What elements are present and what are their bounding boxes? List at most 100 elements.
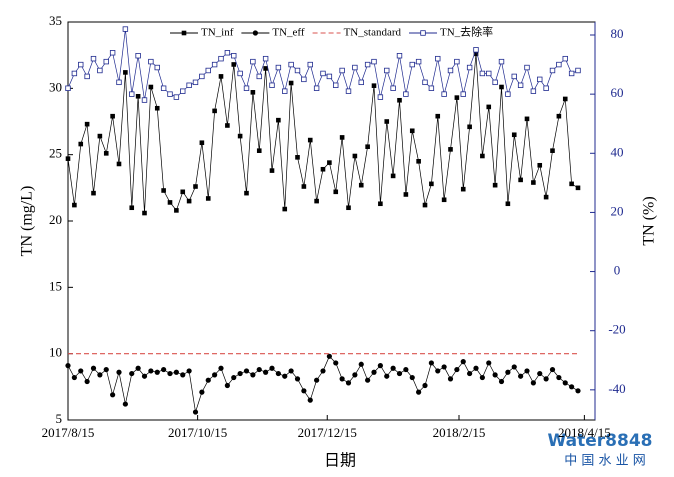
data-point bbox=[192, 409, 199, 415]
data-point bbox=[460, 359, 466, 365]
data-point bbox=[288, 61, 294, 68]
data-point bbox=[71, 374, 77, 381]
data-point bbox=[320, 70, 326, 77]
data-point bbox=[275, 64, 282, 71]
y2-tick-label: 0 bbox=[614, 263, 621, 278]
data-point bbox=[562, 380, 568, 386]
data-point bbox=[537, 76, 543, 83]
data-point bbox=[403, 192, 409, 197]
data-point bbox=[396, 370, 403, 377]
data-point bbox=[575, 388, 581, 394]
data-point bbox=[498, 58, 505, 65]
data-point bbox=[186, 82, 192, 88]
data-point bbox=[225, 123, 230, 128]
data-point bbox=[78, 141, 84, 147]
data-point bbox=[301, 76, 307, 83]
data-point bbox=[205, 196, 211, 201]
data-point bbox=[269, 365, 275, 371]
data-point bbox=[378, 201, 383, 207]
data-point bbox=[231, 53, 237, 59]
watermark: Water8848 bbox=[548, 431, 653, 451]
data-point bbox=[180, 88, 186, 94]
data-point bbox=[282, 88, 288, 94]
data-point bbox=[428, 360, 434, 366]
x-tick-label: 2017/12/15 bbox=[298, 425, 357, 440]
data-point bbox=[122, 26, 129, 32]
data-point bbox=[467, 370, 473, 377]
data-point bbox=[103, 151, 109, 156]
data-point bbox=[486, 104, 492, 110]
data-point bbox=[90, 365, 97, 371]
data-point bbox=[301, 388, 307, 394]
data-point bbox=[218, 365, 224, 371]
data-point bbox=[384, 373, 390, 379]
data-point bbox=[524, 368, 530, 374]
data-point bbox=[396, 53, 403, 59]
data-point bbox=[282, 373, 288, 379]
data-point bbox=[110, 392, 116, 398]
data-point bbox=[390, 173, 396, 179]
data-point bbox=[441, 197, 447, 203]
data-point bbox=[537, 162, 543, 168]
data-point bbox=[524, 64, 530, 71]
data-point bbox=[569, 384, 575, 390]
data-point bbox=[447, 376, 454, 382]
data-point bbox=[460, 186, 466, 192]
data-point bbox=[243, 85, 250, 91]
data-point bbox=[244, 190, 249, 196]
data-point bbox=[84, 378, 90, 385]
data-point bbox=[72, 202, 77, 208]
y-tick-label: 5 bbox=[56, 411, 63, 426]
data-point bbox=[320, 368, 326, 374]
data-point bbox=[218, 74, 224, 79]
data-point bbox=[530, 380, 536, 386]
data-point bbox=[479, 374, 485, 381]
data-point bbox=[492, 372, 498, 378]
series-line bbox=[67, 53, 579, 214]
data-point bbox=[78, 61, 84, 68]
data-point bbox=[294, 67, 301, 74]
data-point bbox=[549, 366, 556, 373]
data-point bbox=[314, 198, 319, 204]
data-point bbox=[97, 372, 103, 378]
data-point bbox=[148, 368, 154, 374]
data-point bbox=[422, 382, 428, 389]
data-point bbox=[333, 189, 339, 195]
data-point bbox=[135, 365, 141, 371]
data-point bbox=[454, 95, 460, 100]
data-point bbox=[473, 51, 479, 57]
data-point bbox=[148, 58, 154, 65]
y2-tick-label: 40 bbox=[611, 144, 624, 159]
data-point bbox=[377, 94, 384, 100]
data-point bbox=[556, 61, 562, 68]
data-point bbox=[441, 91, 447, 97]
data-point bbox=[345, 380, 352, 386]
data-point bbox=[397, 97, 402, 103]
data-point bbox=[352, 372, 358, 378]
data-point bbox=[320, 166, 326, 172]
data-point bbox=[537, 370, 543, 377]
data-point bbox=[129, 91, 135, 97]
data-point bbox=[154, 105, 160, 111]
data-point bbox=[218, 55, 224, 62]
data-point bbox=[313, 85, 320, 91]
data-point bbox=[435, 55, 441, 62]
data-point bbox=[116, 369, 122, 375]
data-point bbox=[473, 365, 479, 371]
data-point bbox=[84, 73, 90, 80]
data-point bbox=[339, 67, 345, 74]
data-point bbox=[275, 370, 281, 377]
data-point bbox=[409, 128, 415, 134]
data-point bbox=[263, 66, 268, 71]
legend-marker bbox=[252, 30, 258, 36]
data-point bbox=[65, 85, 71, 91]
data-point bbox=[358, 182, 364, 188]
data-point bbox=[78, 368, 84, 374]
data-point bbox=[543, 194, 549, 200]
data-point bbox=[141, 97, 148, 103]
data-point bbox=[346, 205, 351, 211]
data-point bbox=[511, 73, 517, 80]
data-point bbox=[562, 55, 568, 62]
data-point bbox=[97, 67, 103, 74]
